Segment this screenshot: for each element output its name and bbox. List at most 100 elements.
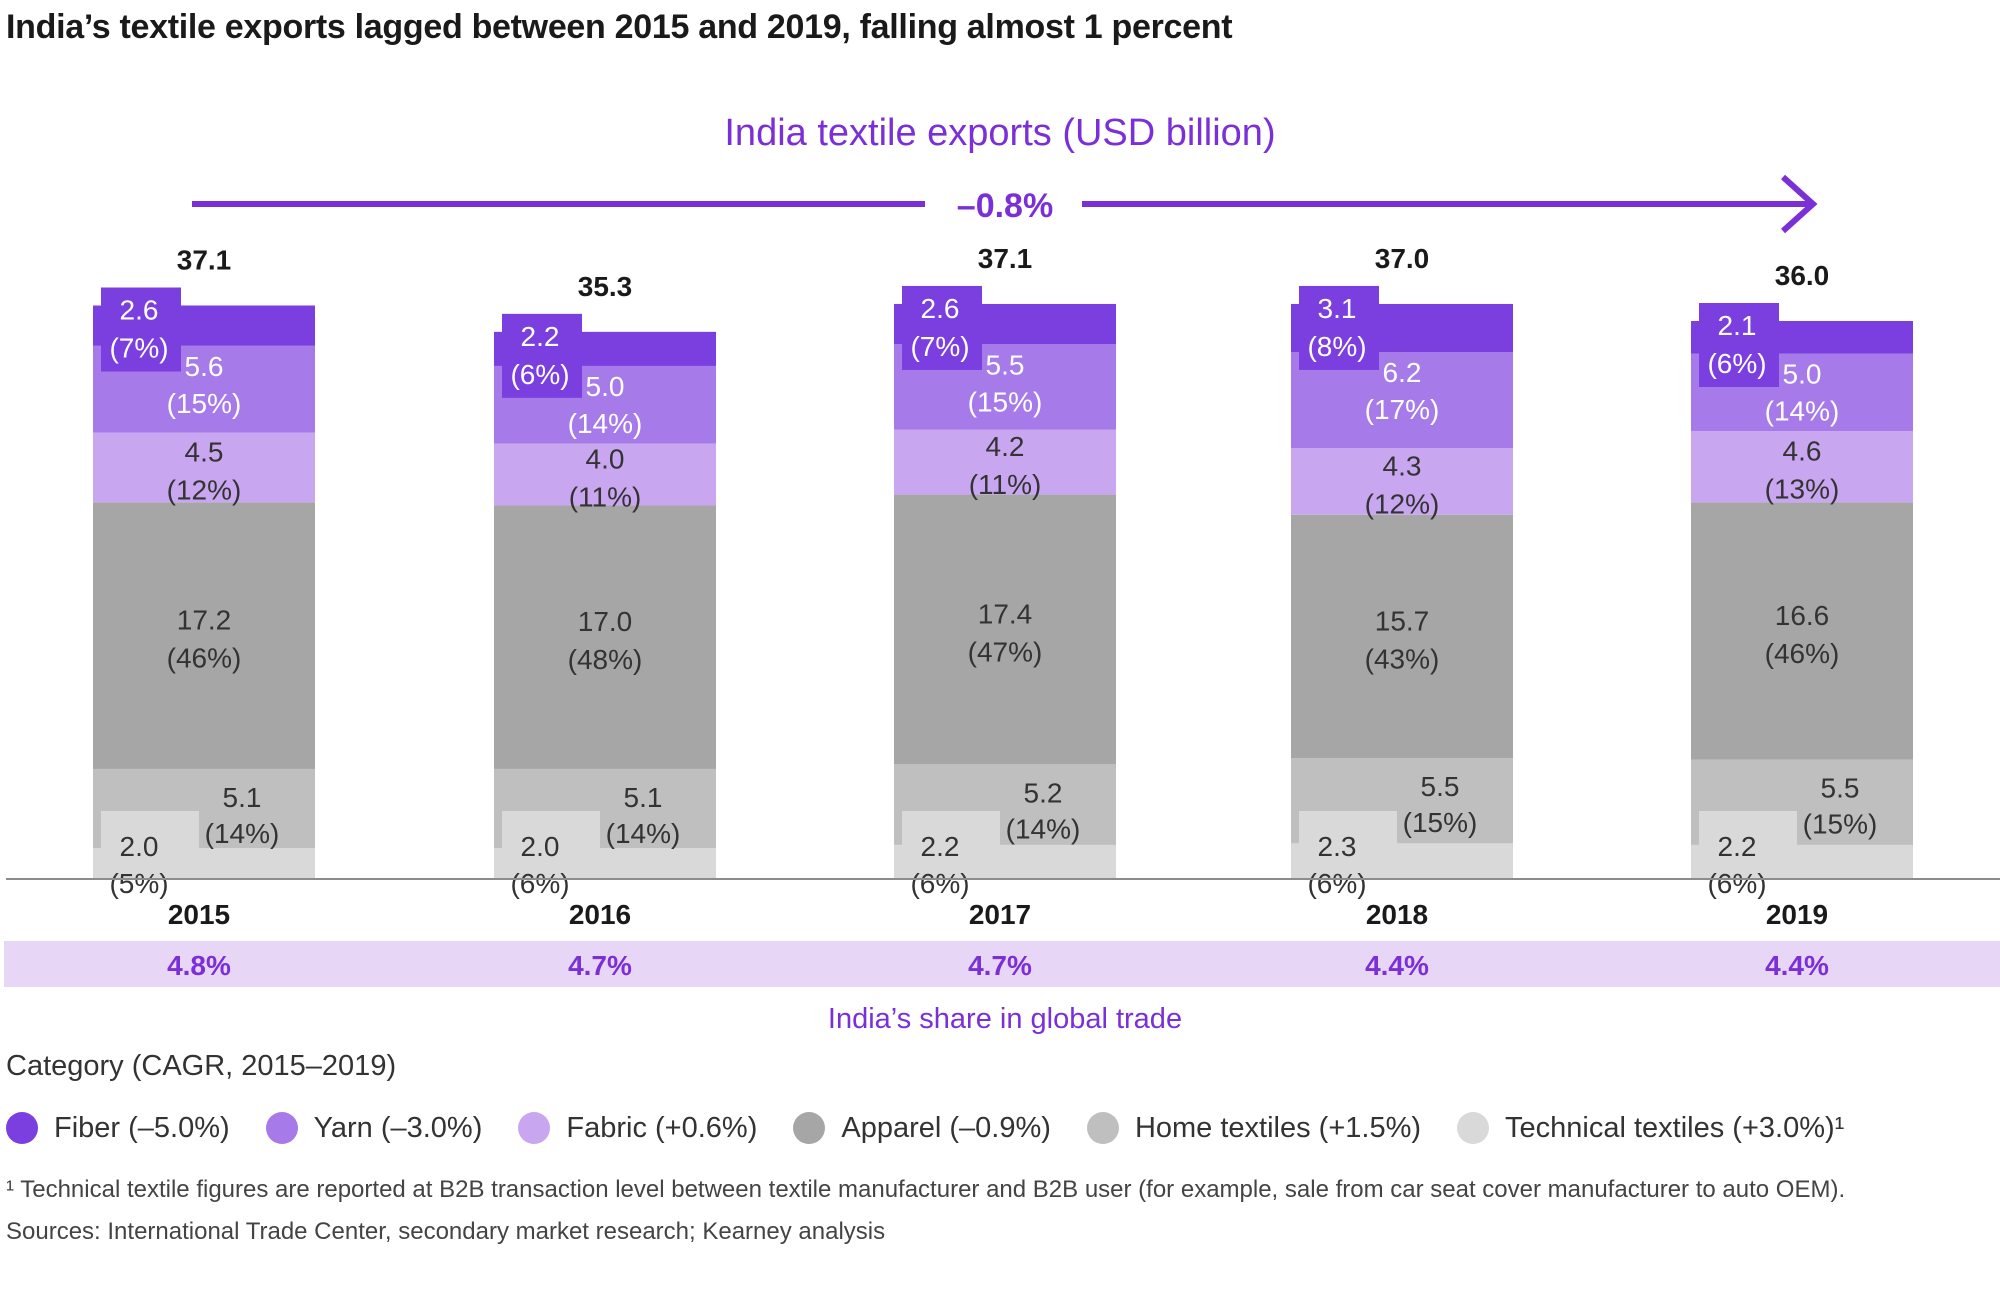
segment-value-technical-textiles: 2.0 bbox=[120, 831, 159, 862]
segment-pct-fiber: (6%) bbox=[1707, 348, 1766, 379]
legend-swatch bbox=[1086, 1112, 1119, 1144]
share-caption: India’s share in global trade bbox=[828, 1003, 1182, 1035]
segment-pct-home-textiles: (15%) bbox=[1803, 809, 1878, 840]
legend-item-fiber: Fiber (–5.0%) bbox=[6, 1112, 230, 1145]
label-box-technical-textiles bbox=[1299, 811, 1397, 879]
segment-value-yarn: 6.2 bbox=[1383, 357, 1422, 388]
year-label: 2016 bbox=[569, 899, 631, 930]
segment-value-apparel: 15.7 bbox=[1375, 605, 1430, 636]
bar-total: 36.0 bbox=[1775, 260, 1830, 291]
cagr-arrow-head bbox=[1780, 174, 1818, 234]
footnote: ¹ Technical textile figures are reported… bbox=[6, 1176, 1846, 1203]
segment-pct-fiber: (6%) bbox=[510, 359, 569, 390]
segment-value-fiber: 3.1 bbox=[1318, 293, 1357, 324]
segment-value-apparel: 16.6 bbox=[1775, 600, 1830, 631]
share-value: 4.7% bbox=[968, 950, 1032, 981]
segment-pct-technical-textiles: (6%) bbox=[1307, 868, 1366, 899]
legend-item-apparel: Apparel (–0.9%) bbox=[793, 1112, 1051, 1145]
bar-segment-apparel bbox=[1291, 514, 1513, 759]
legend-label: Home textiles (+1.5%) bbox=[1134, 1111, 1422, 1144]
legend-item-technical-textiles: Technical textiles (+3.0%)¹ bbox=[1457, 1112, 1844, 1145]
segment-pct-home-textiles: (14%) bbox=[1006, 813, 1081, 844]
label-box-technical-textiles bbox=[1699, 811, 1797, 879]
segment-value-fabric: 4.3 bbox=[1383, 450, 1422, 481]
label-box-fiber bbox=[502, 313, 582, 398]
segment-pct-apparel: (43%) bbox=[1365, 643, 1440, 674]
legend-label: Yarn (–3.0%) bbox=[313, 1111, 483, 1144]
share-value: 4.8% bbox=[167, 950, 231, 981]
segment-value-technical-textiles: 2.3 bbox=[1318, 831, 1357, 862]
chart-title: India’s textile exports lagged between 2… bbox=[6, 8, 1233, 46]
label-box-fiber bbox=[1299, 285, 1379, 370]
legend-title: Category (CAGR, 2015–2019) bbox=[6, 1050, 397, 1082]
segment-value-technical-textiles: 2.2 bbox=[1718, 831, 1757, 862]
label-box-technical-textiles bbox=[902, 811, 1000, 879]
segment-value-home-textiles: 5.1 bbox=[223, 782, 262, 813]
segment-value-home-textiles: 5.2 bbox=[1024, 777, 1063, 808]
segment-pct-fabric: (13%) bbox=[1765, 474, 1840, 505]
bar-segment-fabric bbox=[894, 429, 1116, 495]
bar-segment-apparel bbox=[494, 505, 716, 769]
segment-value-home-textiles: 5.5 bbox=[1421, 771, 1460, 802]
label-box-fiber bbox=[101, 287, 181, 372]
segment-pct-yarn: (15%) bbox=[167, 388, 242, 419]
cagr-label: –0.8% bbox=[957, 187, 1053, 225]
legend-swatch bbox=[6, 1112, 38, 1144]
bar-segment-apparel bbox=[1691, 502, 1913, 760]
segment-pct-home-textiles: (14%) bbox=[205, 818, 280, 849]
source-note: Sources: International Trade Center, sec… bbox=[6, 1218, 886, 1245]
legend-item-yarn: Yarn (–3.0%) bbox=[265, 1111, 483, 1145]
bar-segment-fabric bbox=[1291, 448, 1513, 515]
label-box-technical-textiles bbox=[502, 811, 600, 879]
label-box-technical-textiles bbox=[101, 811, 199, 879]
bar-segment-fabric bbox=[1691, 431, 1913, 503]
segment-pct-apparel: (46%) bbox=[1765, 638, 1840, 669]
share-value: 4.7% bbox=[568, 950, 632, 981]
segment-pct-technical-textiles: (6%) bbox=[510, 868, 569, 899]
legend-label: Fiber (–5.0%) bbox=[54, 1111, 230, 1144]
legend-label: Fabric (+0.6%) bbox=[566, 1111, 758, 1144]
segment-value-yarn: 5.0 bbox=[586, 371, 625, 402]
segment-value-yarn: 5.0 bbox=[1783, 359, 1822, 390]
segment-pct-fabric: (11%) bbox=[969, 469, 1042, 500]
segment-value-apparel: 17.4 bbox=[978, 598, 1033, 629]
segment-pct-fabric: (11%) bbox=[569, 481, 642, 512]
legend-swatch bbox=[1457, 1112, 1490, 1144]
share-band bbox=[4, 941, 2000, 987]
label-box-fiber bbox=[902, 285, 982, 370]
segment-pct-yarn: (14%) bbox=[1765, 396, 1840, 427]
segment-pct-home-textiles: (15%) bbox=[1403, 807, 1478, 838]
bar-segment-fabric bbox=[93, 432, 315, 503]
legend: Fiber (–5.0%) Yarn (–3.0%) Fabric (+0.6%) A… bbox=[6, 1108, 1880, 1148]
bar-total: 35.3 bbox=[578, 271, 633, 302]
segment-pct-fiber: (7%) bbox=[910, 331, 969, 362]
chart-subtitle: India textile exports (USD billion) bbox=[724, 112, 1276, 154]
bar-segment-apparel bbox=[894, 494, 1116, 765]
segment-pct-fabric: (12%) bbox=[1365, 488, 1440, 519]
segment-value-fabric: 4.6 bbox=[1783, 436, 1822, 467]
year-label: 2019 bbox=[1766, 899, 1828, 930]
segment-value-apparel: 17.0 bbox=[578, 606, 633, 637]
segment-value-fiber: 2.6 bbox=[120, 295, 159, 326]
segment-pct-fiber: (7%) bbox=[109, 333, 168, 364]
label-box-fiber bbox=[1699, 303, 1779, 387]
segment-pct-apparel: (46%) bbox=[167, 643, 242, 674]
bar-total: 37.0 bbox=[1375, 243, 1430, 274]
bar-segment-apparel bbox=[93, 502, 315, 769]
legend-label: Technical textiles (+3.0%)¹ bbox=[1505, 1111, 1845, 1144]
segment-value-fabric: 4.5 bbox=[185, 436, 224, 467]
bar-total: 37.1 bbox=[177, 245, 232, 276]
segment-pct-technical-textiles: (6%) bbox=[910, 868, 969, 899]
segment-pct-apparel: (47%) bbox=[968, 636, 1043, 667]
year-label: 2018 bbox=[1366, 899, 1428, 930]
segment-pct-apparel: (48%) bbox=[568, 644, 643, 675]
bar-total: 37.1 bbox=[978, 243, 1033, 274]
segment-value-fabric: 4.0 bbox=[586, 443, 625, 474]
segment-value-home-textiles: 5.1 bbox=[624, 782, 663, 813]
segment-pct-home-textiles: (14%) bbox=[606, 818, 681, 849]
legend-swatch bbox=[793, 1112, 826, 1144]
segment-value-home-textiles: 5.5 bbox=[1821, 773, 1860, 804]
segment-pct-technical-textiles: (5%) bbox=[109, 868, 168, 899]
legend-item-home-textiles: Home textiles (+1.5%) bbox=[1086, 1111, 1422, 1145]
